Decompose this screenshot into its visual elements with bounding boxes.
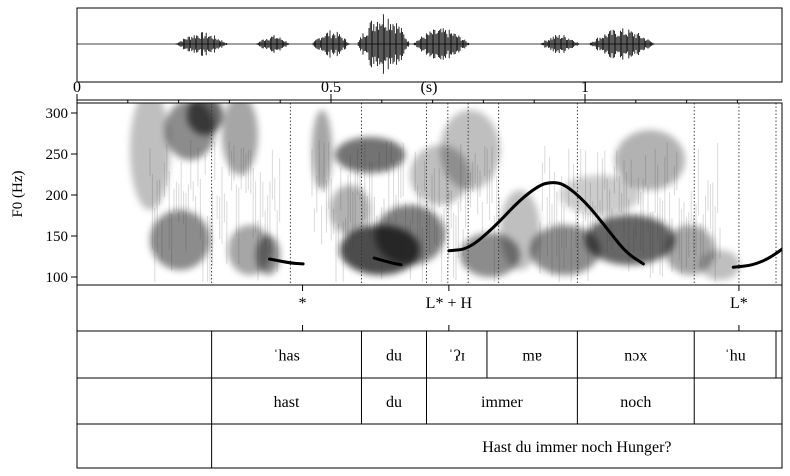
- spectrogram-shading: [130, 103, 740, 280]
- f0-tick-label: 250: [46, 147, 69, 163]
- words-label: du: [386, 394, 402, 411]
- syllables-label: ˈʔɪ: [448, 348, 465, 365]
- f0-tick-label: 200: [46, 188, 69, 204]
- f0-tick-label: 300: [46, 106, 69, 122]
- f0-contour-segment: [372, 256, 403, 267]
- time-tick-label: 0.5: [321, 79, 341, 96]
- syllables-label: ˈhu: [724, 348, 745, 365]
- time-unit-label: (s): [421, 79, 438, 96]
- waveform-panel: [76, 7, 783, 83]
- syllables-label: ˈhas: [273, 348, 300, 365]
- f0-contour-segment: [447, 181, 645, 266]
- time-tick-label: 1: [581, 79, 589, 96]
- tone-label: *: [299, 295, 307, 312]
- tone-label: L*: [730, 295, 748, 312]
- tone-label: L* + H: [426, 295, 473, 312]
- f0-contour: [268, 181, 782, 269]
- f0-axis-label: F0 (Hz): [10, 170, 26, 217]
- f0-contour-segment: [731, 247, 782, 269]
- words-label: hast: [274, 394, 300, 411]
- f0-tick-label: 150: [46, 229, 69, 245]
- words-label: immer: [481, 394, 523, 411]
- syllables-label: mɐ: [522, 348, 542, 365]
- words-label: noch: [620, 394, 651, 411]
- sentence-label: Hast du immer noch Hunger?: [482, 439, 671, 456]
- f0-tick-label: 100: [46, 270, 69, 286]
- annotation-tiers: *L* + HL*H%ˈhasduˈʔɪmɐnɔxˈhuŋɐhastduimme…: [76, 284, 783, 469]
- f0-axis: 100 150 200 250 300: [46, 106, 77, 286]
- syllables-label: nɔx: [624, 348, 647, 365]
- f0-contour-segment: [268, 257, 305, 266]
- spectrogram-panel: [76, 102, 783, 286]
- time-tick-label: 0: [73, 79, 81, 96]
- syllables-label: du: [386, 348, 402, 365]
